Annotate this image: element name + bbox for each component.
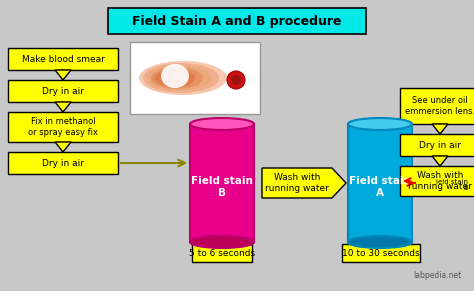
Text: Dry in air: Dry in air <box>42 159 84 168</box>
FancyBboxPatch shape <box>8 80 118 102</box>
FancyBboxPatch shape <box>400 88 474 124</box>
FancyBboxPatch shape <box>190 124 254 242</box>
Polygon shape <box>55 142 71 152</box>
Text: Wash with
running water: Wash with running water <box>265 173 329 193</box>
Ellipse shape <box>348 118 412 130</box>
Ellipse shape <box>190 118 254 130</box>
Ellipse shape <box>143 63 219 93</box>
Text: Dry in air: Dry in air <box>42 86 84 95</box>
FancyBboxPatch shape <box>400 166 474 196</box>
Ellipse shape <box>161 64 189 88</box>
Polygon shape <box>432 156 448 166</box>
FancyBboxPatch shape <box>8 48 118 70</box>
Ellipse shape <box>231 75 241 85</box>
Polygon shape <box>55 102 71 112</box>
Text: ield stain
B: ield stain B <box>436 178 468 191</box>
Ellipse shape <box>348 236 412 248</box>
Ellipse shape <box>147 65 211 91</box>
Text: 10 to 30 seconds: 10 to 30 seconds <box>342 249 420 258</box>
Ellipse shape <box>151 67 203 89</box>
Text: Wash with
running water: Wash with running water <box>408 171 472 191</box>
Polygon shape <box>55 70 71 80</box>
FancyBboxPatch shape <box>130 42 260 114</box>
FancyBboxPatch shape <box>108 8 366 34</box>
Text: Make blood smear: Make blood smear <box>21 54 104 63</box>
Ellipse shape <box>190 236 254 248</box>
Ellipse shape <box>155 69 195 87</box>
FancyBboxPatch shape <box>8 112 118 142</box>
Text: 5 to 6 seconds: 5 to 6 seconds <box>189 249 255 258</box>
Ellipse shape <box>227 71 245 89</box>
Polygon shape <box>262 168 346 198</box>
Text: labpedia.net: labpedia.net <box>414 271 462 280</box>
Text: Field stain
A: Field stain A <box>349 176 411 198</box>
FancyBboxPatch shape <box>8 152 118 174</box>
FancyBboxPatch shape <box>342 244 420 262</box>
Polygon shape <box>432 124 448 134</box>
FancyBboxPatch shape <box>400 134 474 156</box>
Text: Field stain
B: Field stain B <box>191 176 253 198</box>
Text: See under oil
emmersion lens.: See under oil emmersion lens. <box>405 96 474 116</box>
Text: Fix in methanol
or spray easy fix: Fix in methanol or spray easy fix <box>28 117 98 137</box>
Ellipse shape <box>139 61 227 95</box>
Text: Field Stain A and B procedure: Field Stain A and B procedure <box>132 15 342 28</box>
FancyBboxPatch shape <box>348 124 412 242</box>
FancyBboxPatch shape <box>192 244 252 262</box>
Text: Dry in air: Dry in air <box>419 141 461 150</box>
